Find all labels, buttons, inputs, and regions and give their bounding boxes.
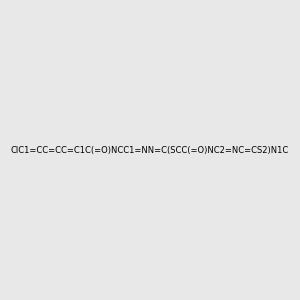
Text: ClC1=CC=CC=C1C(=O)NCC1=NN=C(SCC(=O)NC2=NC=CS2)N1C: ClC1=CC=CC=C1C(=O)NCC1=NN=C(SCC(=O)NC2=N… — [11, 146, 289, 154]
